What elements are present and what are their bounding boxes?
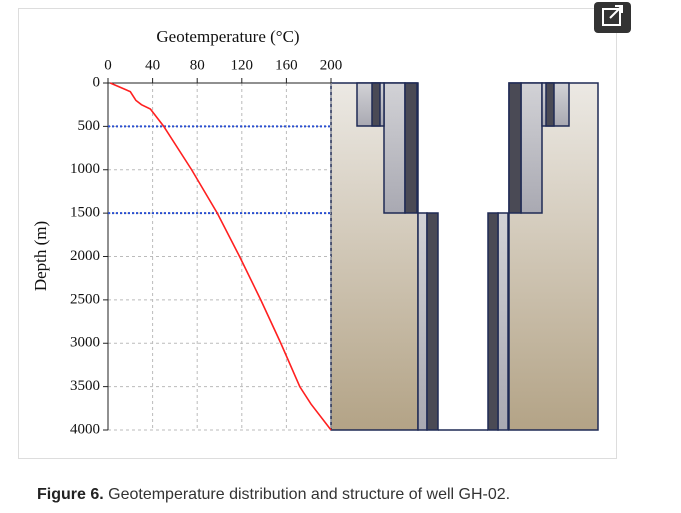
x-tick-label: 120 xyxy=(231,57,254,73)
x-axis-title: Geotemperature (°C) xyxy=(156,27,299,46)
y-tick-label: 2500 xyxy=(70,291,100,307)
caption-label: Figure 6. xyxy=(37,486,104,503)
well-structure xyxy=(330,82,599,431)
y-tick-label: 3500 xyxy=(70,378,100,394)
y-axis-title: Depth (m) xyxy=(31,221,50,291)
x-tick-label: 40 xyxy=(145,57,160,73)
figure-frame xyxy=(18,8,617,459)
x-tick-label: 160 xyxy=(275,57,298,73)
y-tick-label: 1000 xyxy=(70,161,100,177)
y-tick-label: 4000 xyxy=(70,421,100,437)
y-tick-label: 500 xyxy=(78,118,101,134)
x-tick-label: 80 xyxy=(190,57,205,73)
y-tick-label: 3000 xyxy=(70,335,100,351)
chart: Geotemperature (°C) Depth (m) 0 40 80 120 16… xyxy=(18,2,631,459)
y-tick-label: 2000 xyxy=(70,248,100,264)
open-icon[interactable] xyxy=(594,2,631,33)
x-tick-label: 0 xyxy=(104,57,112,73)
caption: Figure 6. Geotemperature distribution an… xyxy=(37,486,510,504)
x-tick-label: 200 xyxy=(320,57,343,73)
y-tick-label: 0 xyxy=(93,74,101,90)
caption-text: Geotemperature distribution and structur… xyxy=(108,486,511,503)
data-line xyxy=(109,82,332,431)
y-tick-label: 1500 xyxy=(70,205,100,221)
